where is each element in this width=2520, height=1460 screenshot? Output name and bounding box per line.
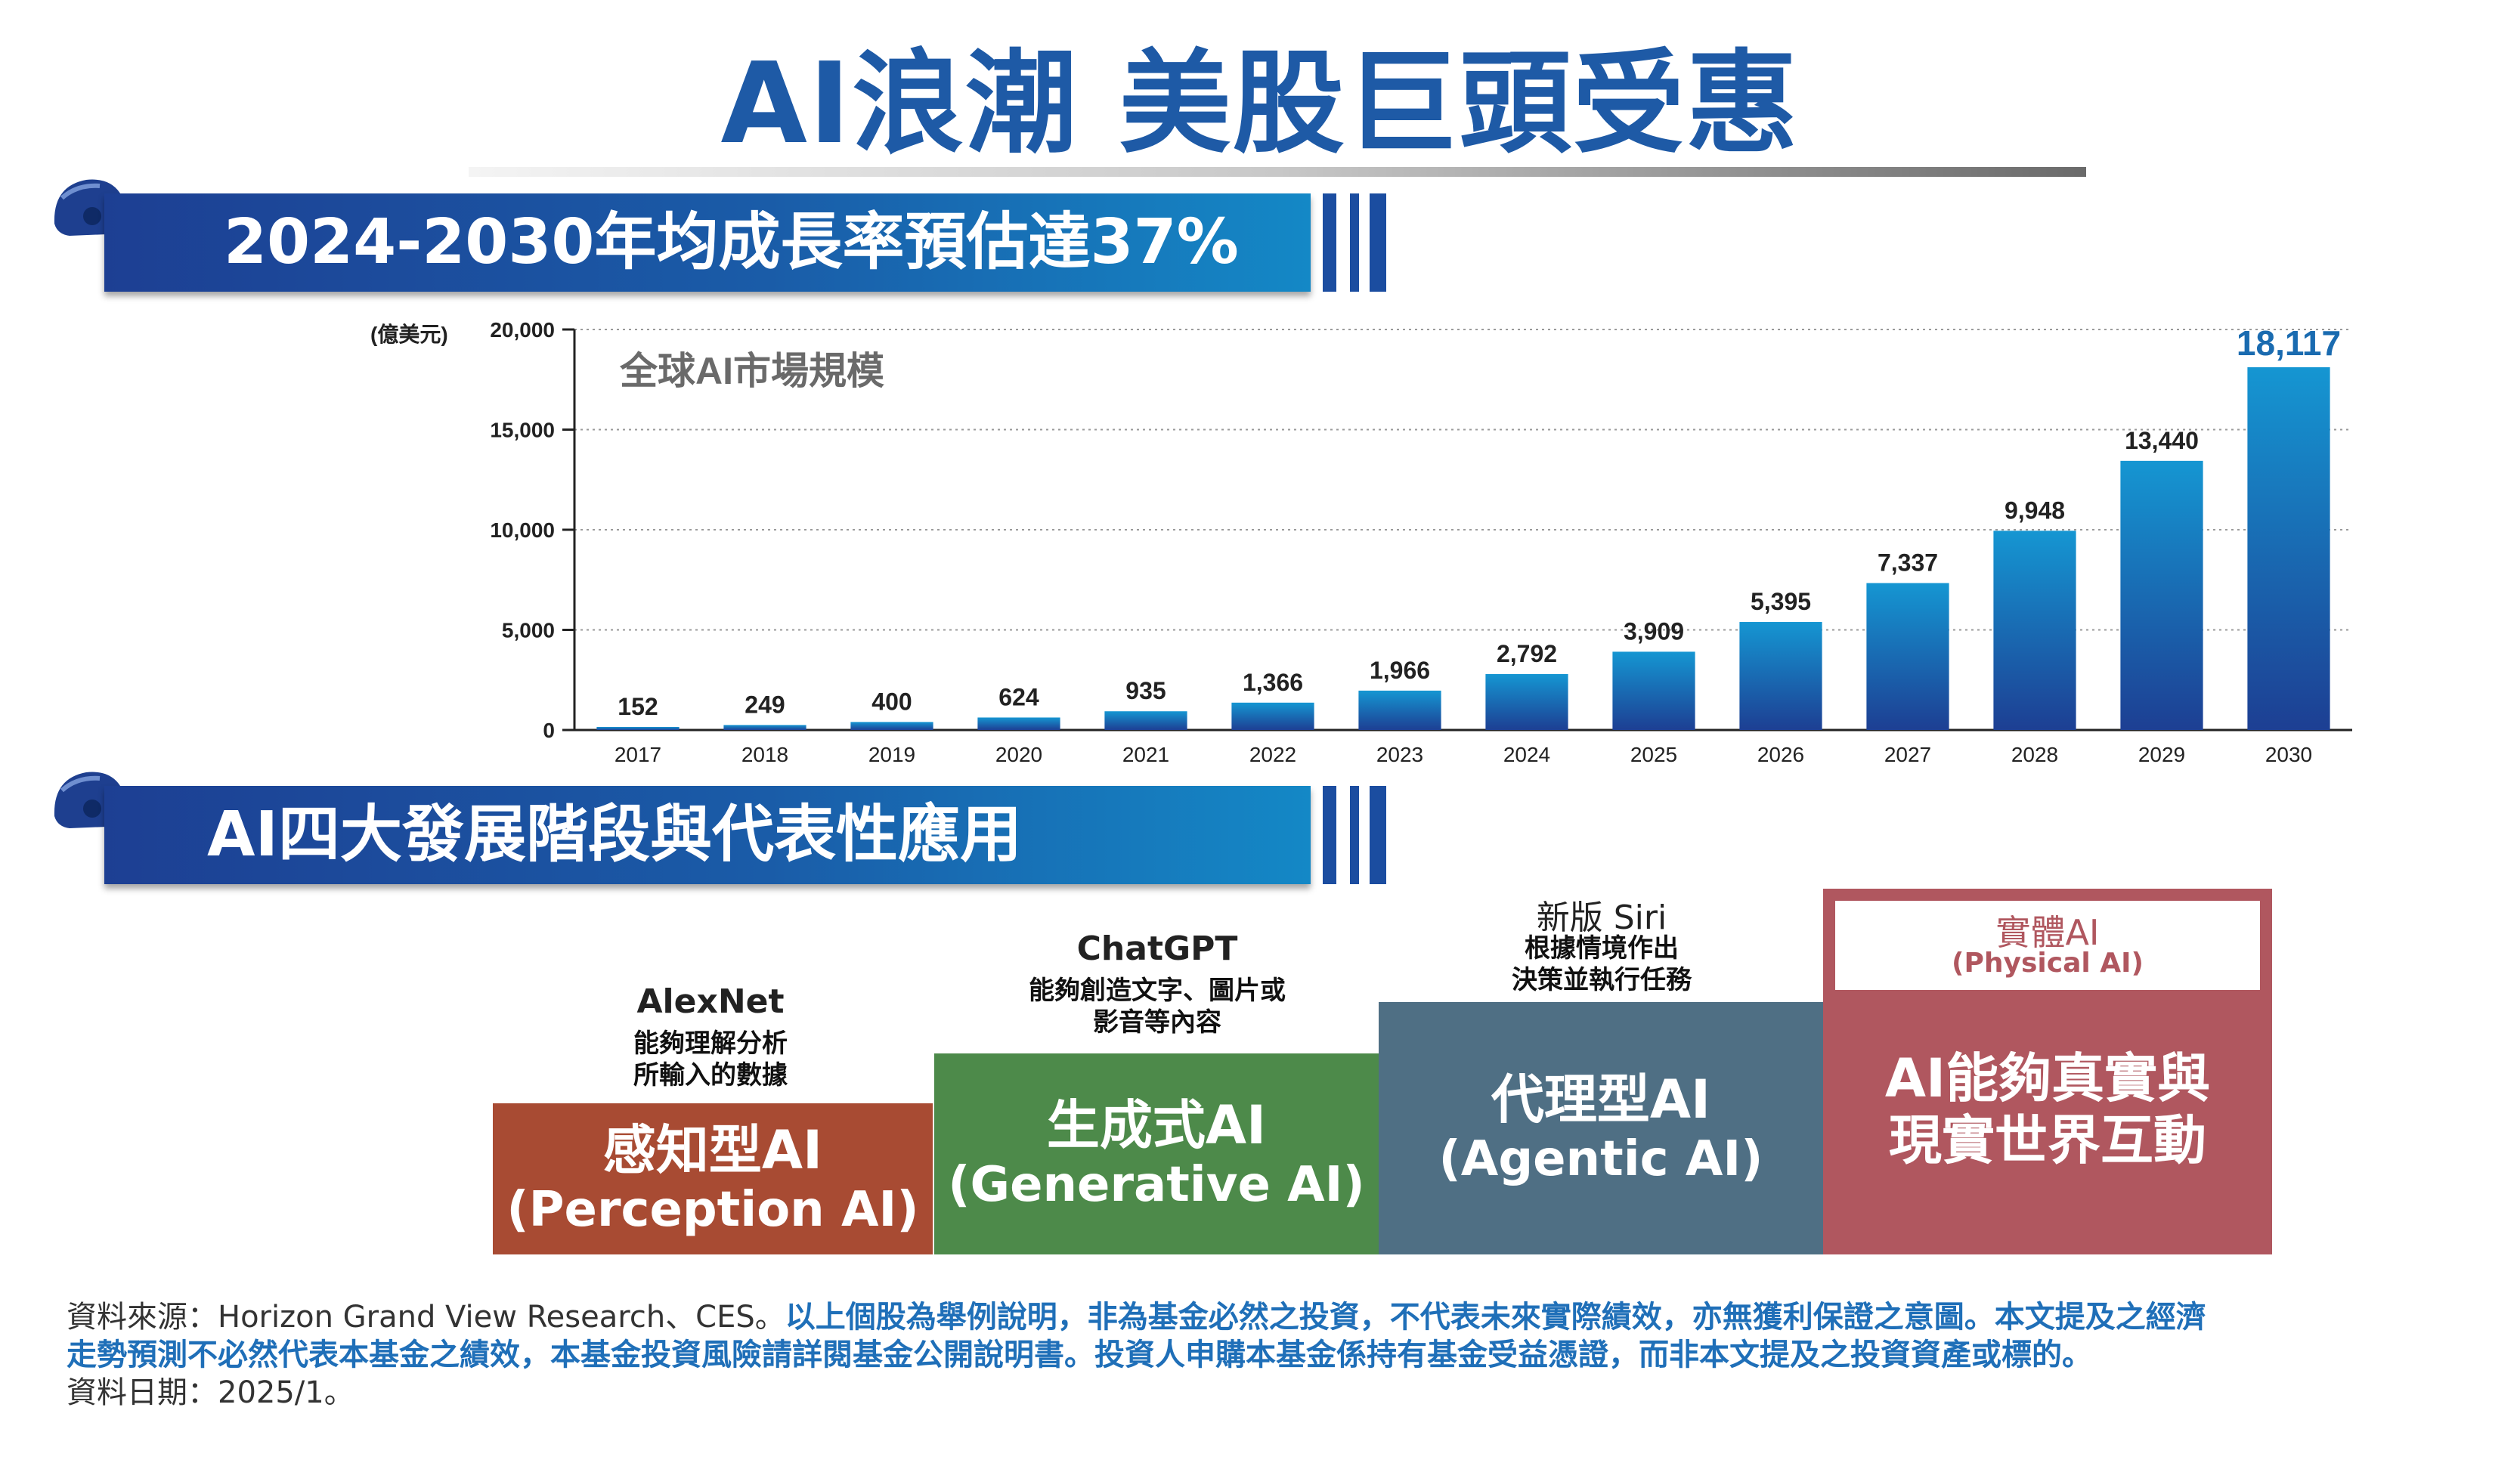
- stage-sub: 現實世界互動: [1889, 1109, 2206, 1171]
- banner-stripe: [1370, 193, 1386, 292]
- stage-app-desc: 根據情境作出: [1525, 933, 1679, 964]
- bar-value-label: 152: [618, 693, 658, 720]
- footer-line-3: 資料日期：2025/1。: [67, 1375, 354, 1410]
- x-tick-label: 2024: [1503, 743, 1550, 766]
- bar-2028: [1993, 530, 2076, 730]
- x-tick-label: 2025: [1630, 743, 1677, 766]
- stage-app-title: 新版 Siri: [1536, 899, 1667, 937]
- x-tick-label: 2030: [2265, 743, 2312, 766]
- bar-2020: [977, 717, 1060, 730]
- stage-sub: (Perception AI): [506, 1182, 919, 1238]
- bar-value-label: 13,440: [2125, 427, 2199, 454]
- bar-value-label: 249: [745, 691, 785, 718]
- x-tick-label: 2019: [868, 743, 915, 766]
- bar-2017: [596, 726, 680, 730]
- x-tick-label: 2018: [741, 743, 788, 766]
- bar-2030: [2247, 367, 2330, 730]
- stage-app-title: ChatGPT: [1076, 930, 1238, 968]
- bar-2022: [1231, 702, 1314, 730]
- disclaimer-text: 以上個股為舉例說明，非為基金必然之投資，不代表未來實際績效，亦無獲利保證之意圖。…: [785, 1300, 2206, 1335]
- x-tick-label: 2022: [1249, 743, 1296, 766]
- banner-stripe: [1323, 786, 1336, 884]
- bar-value-label: 9,948: [2005, 496, 2065, 524]
- banner-stripe: [1350, 193, 1359, 292]
- bar-value-label: 935: [1125, 677, 1166, 704]
- stage-sub: (Agentic AI): [1438, 1131, 1763, 1187]
- y-unit-label: (億美元): [370, 323, 448, 346]
- banner-stripe: [1350, 786, 1359, 884]
- x-tick-label: 2028: [2011, 743, 2058, 766]
- stage-name: 生成式AI: [1046, 1094, 1267, 1156]
- x-tick-label: 2027: [1884, 743, 1931, 766]
- stage-name: AI能夠真實與: [1884, 1047, 2211, 1109]
- bar-2027: [1866, 583, 1949, 730]
- stage-physical-header: [1835, 901, 2260, 990]
- stage-perception-box: 感知型AI (Perception AI): [493, 1103, 933, 1254]
- x-tick-label: 2023: [1376, 743, 1423, 766]
- growth-banner: [104, 193, 1311, 292]
- stage-app-desc: 能夠創造文字、圖片或: [1029, 976, 1286, 1006]
- stage-app-desc: 能夠理解分析: [633, 1028, 788, 1059]
- bar-value-label: 624: [998, 683, 1039, 710]
- bar-value-label: 3,909: [1624, 617, 1684, 645]
- bar-value-label: 7,337: [1878, 549, 1938, 577]
- chart-title: 全球AI市場規模: [619, 350, 884, 392]
- x-tick-label: 2029: [2138, 743, 2185, 766]
- stage-sub: (Generative AI): [948, 1157, 1365, 1213]
- bar-value-label: 5,395: [1751, 588, 1811, 615]
- bar-value-label: 2,792: [1497, 640, 1557, 667]
- stage-app-desc: 決策並執行任務: [1512, 965, 1692, 995]
- x-tick-label: 2017: [615, 743, 661, 766]
- banner-stripe: [1323, 193, 1336, 292]
- bar-2019: [850, 722, 933, 730]
- bar-value-label: 1,966: [1370, 657, 1430, 684]
- bar-2025: [1612, 651, 1695, 730]
- bar-2023: [1358, 690, 1441, 730]
- stages-banner-text: AI四大發展階段與代表性應用: [207, 799, 1022, 871]
- footer-line-1: 資料來源：Horizon Grand View Research、CES。以上個…: [67, 1298, 2206, 1336]
- y-tick-label: 15,000: [490, 419, 555, 442]
- title-underline: [469, 167, 2086, 177]
- stage-generative-box: 生成式AI (Generative AI): [934, 1053, 1379, 1254]
- y-tick-label: 10,000: [490, 518, 555, 542]
- stages-banner: [104, 786, 1311, 884]
- bar-2026: [1739, 622, 1822, 730]
- bar-2024: [1485, 674, 1568, 730]
- footer-line-2: 走勢預測不必然代表本基金之績效，本基金投資風險請詳閱基金公開說明書。投資人申購本…: [67, 1338, 2092, 1372]
- y-tick-label: 20,000: [490, 318, 555, 342]
- stage-app-title: 實體AI: [1995, 912, 2100, 953]
- y-tick-label: 5,000: [502, 619, 555, 642]
- y-tick-label: 0: [543, 719, 555, 742]
- banner-stripe: [1370, 786, 1386, 884]
- ai-market-chart: (億美元) 全球AI市場規模 05,00010,00015,00020,000 …: [370, 318, 2352, 766]
- growth-banner-text: 2024-2030年均成長率預估達37%: [224, 206, 1239, 278]
- stage-agentic-box: 代理型AI (Agentic AI): [1379, 1002, 1823, 1254]
- bar-value-label: 18,117: [2237, 323, 2341, 363]
- stage-name: 感知型AI: [602, 1119, 823, 1181]
- x-tick-label: 2021: [1122, 743, 1169, 766]
- bar-2029: [2120, 460, 2203, 730]
- bar-2018: [723, 725, 806, 730]
- stage-app-title: AlexNet: [636, 982, 785, 1021]
- page-title: AI浪潮 美股巨頭受惠: [720, 39, 1800, 169]
- bar-2021: [1104, 711, 1187, 730]
- bar-value-label: 400: [871, 688, 912, 715]
- bar-value-label: 1,366: [1243, 669, 1303, 696]
- stage-physical-text: AI能夠真實與 現實世界互動: [1823, 1010, 2272, 1209]
- stage-app-desc: 影音等內容: [1093, 1007, 1221, 1038]
- x-tick-label: 2026: [1757, 743, 1804, 766]
- stage-app-sub: (Physical AI): [1952, 948, 2144, 979]
- stage-name: 代理型AI: [1491, 1069, 1711, 1131]
- stage-app-desc: 所輸入的數據: [633, 1060, 788, 1090]
- x-tick-label: 2020: [995, 743, 1042, 766]
- source-text: 資料來源：Horizon Grand View Research、CES。: [67, 1300, 785, 1335]
